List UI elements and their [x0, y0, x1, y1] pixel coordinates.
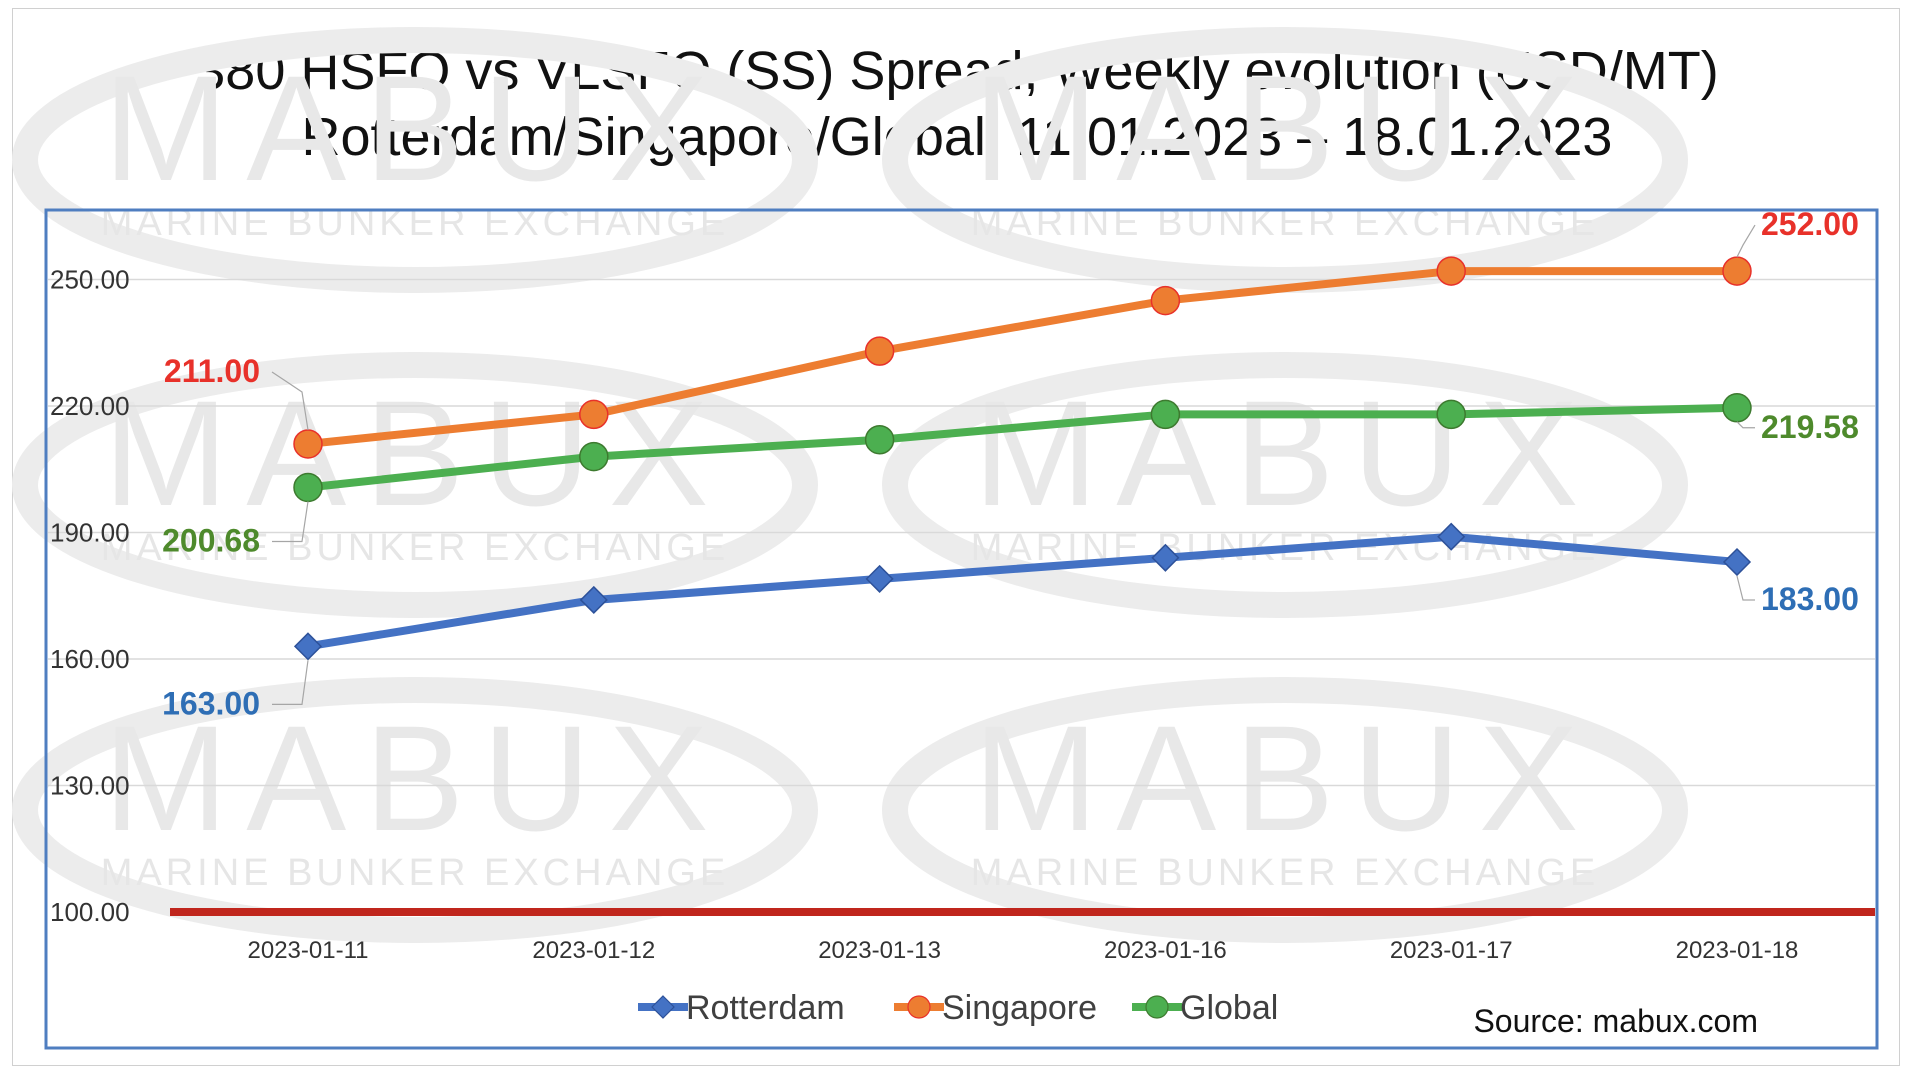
leader-line	[1736, 421, 1755, 429]
watermark-logo: MABUX	[103, 44, 726, 212]
x-tick-label: 2023-01-17	[1390, 937, 1513, 964]
data-point	[1722, 393, 1752, 423]
watermark-swoosh	[882, 677, 1688, 943]
data-point	[1150, 399, 1181, 430]
legend-item-rotterdam: Rotterdam	[638, 989, 845, 1027]
data-point	[864, 336, 895, 366]
series-line	[307, 403, 1738, 492]
data-label: 219.58	[1761, 409, 1859, 445]
data-point	[1436, 256, 1466, 286]
series-rotterdam	[293, 522, 1752, 661]
y-tick-label: 190.00	[50, 518, 130, 548]
y-tick-label: 130.00	[50, 771, 130, 801]
data-point	[1722, 547, 1752, 577]
leader-line	[272, 660, 309, 705]
data-label: 163.00	[162, 685, 260, 721]
data-point	[579, 441, 609, 472]
data-label: 183.00	[1761, 581, 1859, 617]
x-tick-label: 2023-01-18	[1676, 937, 1799, 964]
legend-marker	[1145, 995, 1169, 1019]
x-tick-label: 2023-01-16	[1104, 937, 1227, 964]
watermark-tagline: MARINE BUNKER EXCHANGE	[101, 852, 730, 894]
data-point	[1151, 543, 1180, 572]
source-note: Source: mabux.com	[1473, 1003, 1758, 1039]
data-point	[1150, 285, 1181, 316]
y-tick-label: 100.00	[50, 897, 130, 927]
x-tick-label: 2023-01-11	[248, 937, 369, 964]
axis-labels: 100.00 130.00 160.00 190.00 220.00 250.00 2023…	[50, 265, 1798, 965]
y-tick-label: 250.00	[50, 265, 130, 295]
watermark-logo: MABUX	[103, 694, 726, 862]
x-tick-label: 2023-01-12	[532, 937, 655, 964]
y-tick-label: 160.00	[50, 644, 130, 674]
watermark-tagline: MARINE BUNKER EXCHANGE	[101, 527, 730, 569]
watermark-swoosh	[12, 352, 818, 618]
data-point	[865, 564, 894, 593]
data-point	[1437, 522, 1466, 551]
legend-item-singapore: Singapore	[894, 989, 1097, 1027]
x-tick-label: 2023-01-13	[818, 937, 941, 964]
series-layer	[293, 256, 1752, 661]
data-point	[579, 399, 609, 430]
series-global	[293, 393, 1752, 503]
watermark-swoosh	[882, 352, 1688, 618]
data-point	[293, 472, 323, 503]
legend-marker	[651, 995, 675, 1019]
data-label: 211.00	[164, 353, 260, 389]
data-label-layer: 211.00 252.00 200.68 219.58 163.00 183.00	[162, 206, 1859, 721]
legend: Rotterdam Singapore Global Source: mabux.co…	[638, 989, 1758, 1039]
series-line	[307, 267, 1737, 448]
y-tick-label: 220.00	[50, 391, 130, 421]
series-line	[307, 532, 1738, 651]
leader-line	[272, 501, 309, 543]
leader-line	[271, 371, 309, 431]
legend-marker	[907, 995, 931, 1019]
legend-item-global: Global	[1132, 989, 1278, 1027]
data-point	[293, 632, 323, 661]
watermark-tagline: MARINE BUNKER EXCHANGE	[971, 202, 1600, 244]
legend-label: Global	[1180, 989, 1278, 1027]
legend-label: Rotterdam	[686, 989, 845, 1027]
data-point	[579, 585, 608, 615]
watermark-logo: MABUX	[973, 44, 1596, 212]
data-label: 200.68	[162, 522, 260, 558]
watermark-tagline: MARINE BUNKER EXCHANGE	[101, 202, 730, 244]
leader-line	[1736, 224, 1756, 258]
data-label: 252.00	[1761, 206, 1859, 242]
data-point	[864, 424, 895, 455]
gridlines	[48, 278, 1875, 787]
watermark-logo: MABUX	[973, 694, 1596, 862]
legend-label: Singapore	[942, 989, 1097, 1027]
leader-line	[1736, 575, 1755, 601]
watermark-logo: MABUX	[973, 369, 1596, 537]
data-point	[1722, 256, 1752, 286]
data-point	[293, 429, 323, 459]
watermark-tagline: MARINE BUNKER EXCHANGE	[971, 852, 1600, 894]
watermark-swoosh	[12, 677, 818, 943]
data-point	[1436, 399, 1466, 430]
chart-subtitle: Rotterdam/Singapore/Global, 11.01.2023 –…	[301, 107, 1613, 167]
plot-border	[44, 208, 1879, 1050]
